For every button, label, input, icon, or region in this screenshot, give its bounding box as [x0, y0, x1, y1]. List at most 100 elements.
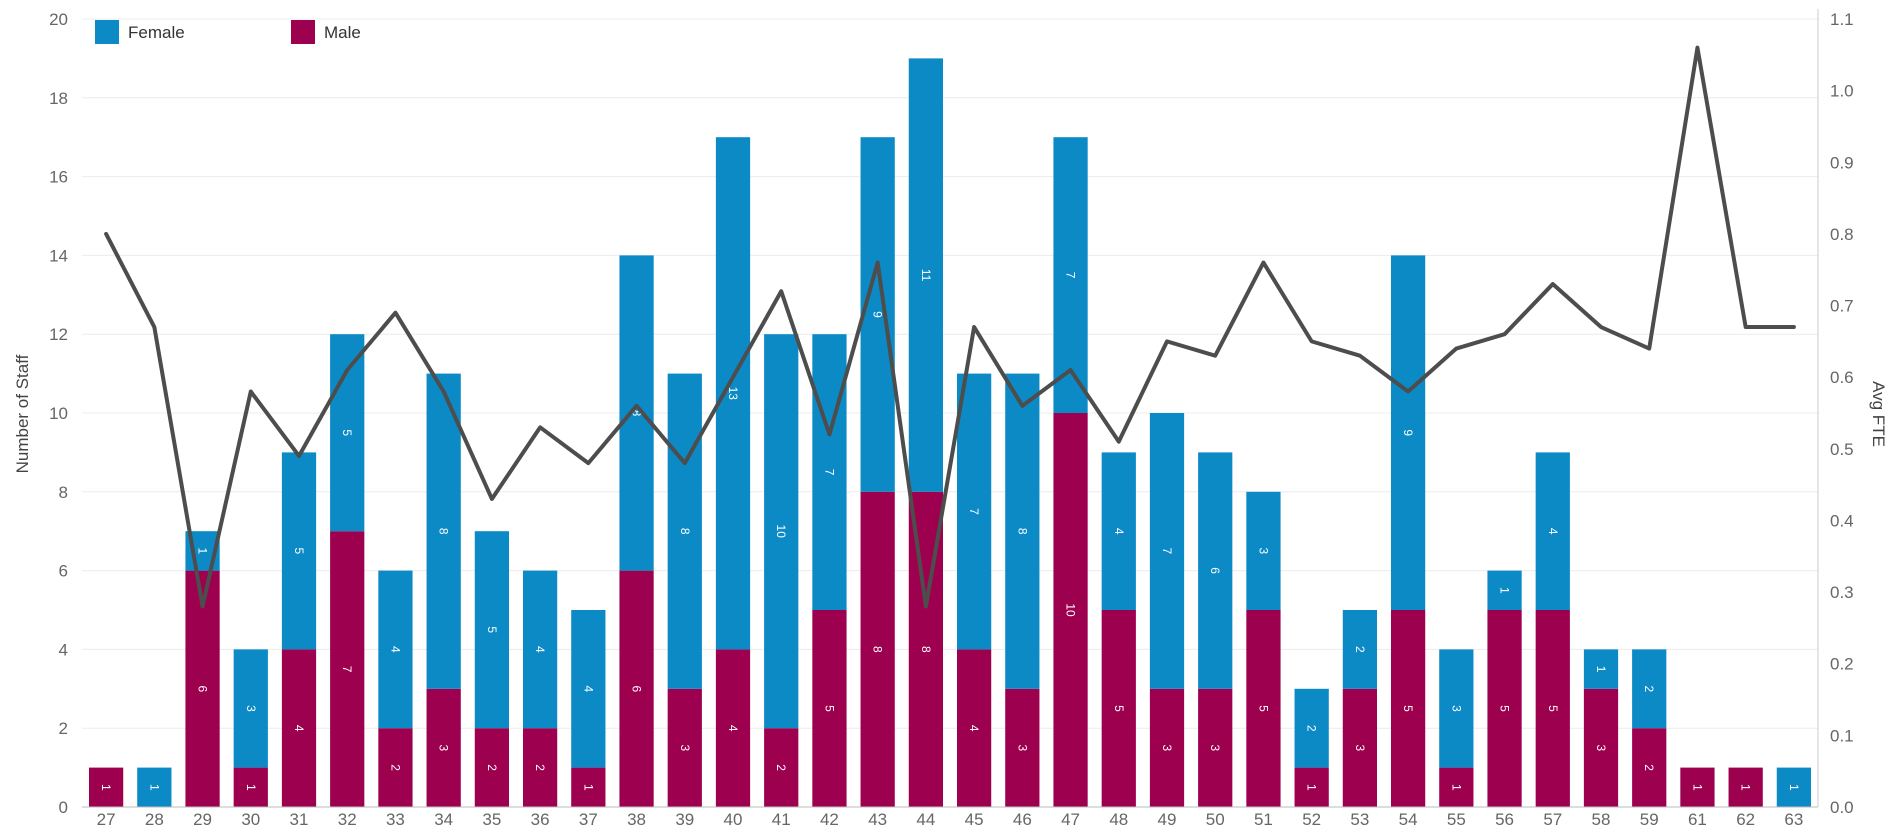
y2-tick-label: 0.9	[1830, 153, 1854, 172]
x-tick-label: 61	[1688, 810, 1707, 828]
bar-value-label: 2	[388, 764, 402, 771]
x-tick-label: 42	[820, 810, 839, 828]
bar-value-label: 4	[1112, 528, 1126, 535]
bar-male-31	[281, 649, 317, 807]
bar-value-label: 5	[292, 548, 306, 555]
bar-male-34	[426, 688, 461, 807]
bar-male-49	[1149, 688, 1185, 807]
bar-value-label: 2	[1642, 685, 1656, 692]
bar-value-label: 5	[340, 429, 354, 436]
bar-value-label: 3	[437, 745, 451, 752]
x-tick-label: 59	[1640, 810, 1659, 828]
bar-value-label: 1	[1305, 784, 1319, 791]
bar-value-label: 3	[1256, 548, 1270, 555]
bar-female-31	[281, 452, 317, 650]
bar-value-label: 5	[1546, 705, 1560, 712]
x-tick-label: 29	[193, 810, 212, 828]
bar-value-label: 13	[726, 387, 740, 401]
bar-value-label: 1	[1498, 587, 1512, 594]
bar-female-44	[908, 58, 944, 492]
bar-value-label: 10	[1064, 603, 1078, 617]
bar-value-label: 4	[292, 725, 306, 732]
y-tick-label: 10	[49, 404, 68, 423]
bar-value-label: 2	[533, 764, 547, 771]
bar-male-40	[715, 649, 751, 807]
y-tick-label: 14	[49, 246, 68, 265]
bar-value-label: 4	[533, 646, 547, 653]
x-tick-label: 32	[338, 810, 357, 828]
bar-value-label: 4	[1546, 528, 1560, 535]
x-tick-label: 35	[482, 810, 501, 828]
bar-male-36	[522, 728, 558, 807]
bar-male-32	[330, 531, 365, 807]
legend-female-label: Female	[128, 23, 185, 42]
bar-value-label: 4	[967, 725, 981, 732]
legend: Female Male	[95, 20, 361, 44]
x-tick-label: 45	[965, 810, 984, 828]
x-tick-label: 57	[1543, 810, 1562, 828]
y2-tick-label: 0.8	[1830, 225, 1854, 244]
bar-value-label: 7	[340, 666, 354, 673]
x-tick-label: 33	[386, 810, 405, 828]
bar-female-51	[1246, 491, 1281, 610]
bar-value-label: 2	[1642, 764, 1656, 771]
bar-male-46	[1005, 688, 1040, 807]
bar-male-51	[1246, 610, 1281, 807]
bar-female-37	[571, 610, 606, 768]
bar-male-39	[667, 688, 702, 807]
x-tick-label: 48	[1109, 810, 1128, 828]
x-tick-label: 31	[290, 810, 309, 828]
bar-male-55	[1439, 767, 1474, 807]
bar-value-label: 1	[1449, 784, 1463, 791]
bar-value-label: 3	[244, 705, 258, 712]
bar-male-58	[1583, 688, 1619, 807]
x-tick-label: 44	[916, 810, 935, 828]
bar-value-label: 3	[1449, 705, 1463, 712]
y2-tick-label: 1.1	[1830, 10, 1854, 29]
x-tick-label: 36	[531, 810, 550, 828]
bar-female-53	[1342, 610, 1378, 689]
bar-male-48	[1101, 610, 1136, 807]
bar-value-label: 1	[244, 784, 258, 791]
bar-male-43	[860, 491, 895, 807]
y2-axis-title: Avg FTE	[1869, 381, 1888, 447]
bar-value-label: 5	[1256, 705, 1270, 712]
bar-value-label: 4	[581, 685, 595, 692]
bar-value-label: 6	[630, 685, 644, 692]
bar-value-label: 1	[1690, 784, 1704, 791]
bar-value-label: 5	[485, 626, 499, 633]
y2-tick-label: 0.0	[1830, 798, 1854, 817]
bar-male-53	[1342, 688, 1378, 807]
bar-value-label: 1	[147, 784, 161, 791]
x-tick-label: 41	[772, 810, 791, 828]
y2-tick-label: 0.7	[1830, 297, 1854, 316]
x-tick-label: 54	[1399, 810, 1418, 828]
x-tick-label: 30	[241, 810, 260, 828]
bar-male-61	[1680, 767, 1715, 807]
bar-value-label: 4	[726, 725, 740, 732]
bar-male-50	[1198, 688, 1233, 807]
bar-female-38	[619, 255, 654, 571]
bar-value-label: 5	[1498, 705, 1512, 712]
x-tick-label: 56	[1495, 810, 1514, 828]
x-tick-label: 63	[1784, 810, 1803, 828]
bar-value-label: 3	[1208, 745, 1222, 752]
bar-male-52	[1294, 767, 1329, 807]
bar-value-label: 3	[1015, 745, 1029, 752]
x-tick-label: 28	[145, 810, 164, 828]
bar-female-39	[667, 373, 702, 689]
bar-value-label: 6	[1208, 567, 1222, 574]
bar-male-54	[1390, 610, 1426, 807]
x-tick-label: 47	[1061, 810, 1080, 828]
x-tick-label: 34	[434, 810, 453, 828]
bar-value-label: 2	[1305, 725, 1319, 732]
y-tick-label: 18	[49, 89, 68, 108]
x-tick-label: 27	[97, 810, 116, 828]
bar-value-label: 7	[967, 508, 981, 515]
bar-male-27	[88, 767, 124, 807]
x-tick-label: 55	[1447, 810, 1466, 828]
bar-value-label: 8	[678, 528, 692, 535]
bar-value-label: 5	[1112, 705, 1126, 712]
bar-male-42	[812, 610, 847, 807]
